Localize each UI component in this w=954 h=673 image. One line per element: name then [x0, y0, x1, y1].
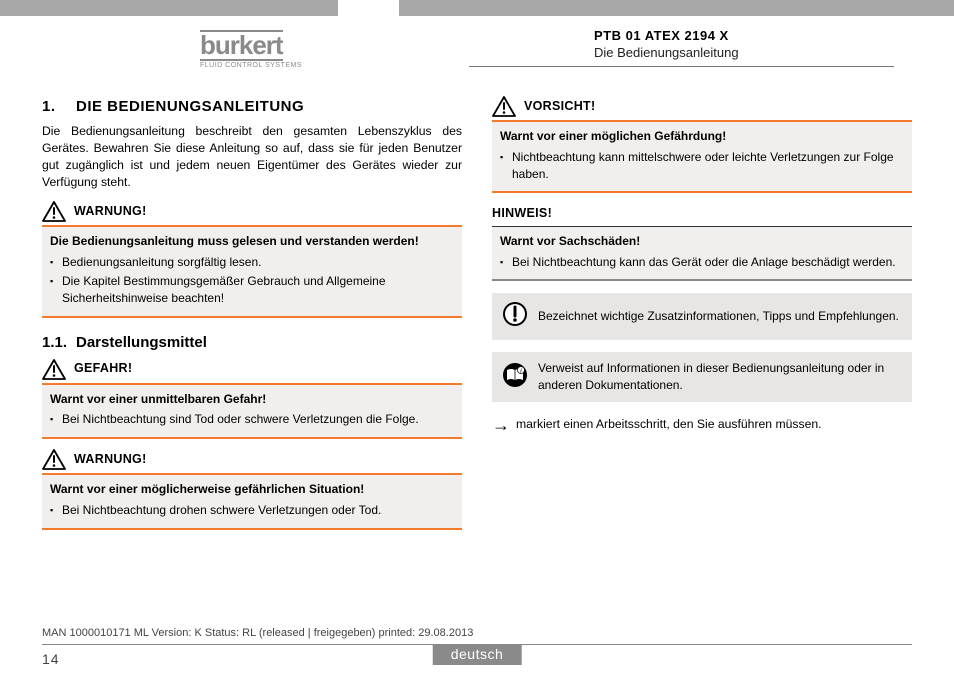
header-rule	[469, 66, 894, 67]
danger-item: Bei Nichtbeachtung sind Tod oder schwere…	[50, 411, 454, 428]
warning-triangle-icon	[42, 201, 66, 222]
reference-text: Verweist auf Informationen in dieser Bed…	[538, 360, 902, 394]
left-column: 1.DIE BEDIENUNGSANLEITUNG Die Bedienungs…	[42, 96, 462, 540]
notice-label: HINWEIS!	[492, 205, 912, 227]
warning-label: WARNUNG!	[74, 451, 147, 469]
language-tab: deutsch	[433, 644, 522, 665]
danger-label: GEFAHR!	[74, 360, 132, 378]
caution-body: Warnt vor einer möglichen Gefährdung! Ni…	[492, 120, 912, 193]
warning-header: WARNUNG!	[42, 201, 462, 222]
warning-triangle-icon	[42, 449, 66, 470]
book-icon: i	[502, 362, 528, 393]
top-bar-segment	[0, 0, 338, 16]
doc-subtitle: Die Bedienungsanleitung	[594, 45, 894, 60]
section-body: Die Bedienungsanleitung beschreibt den g…	[42, 123, 462, 191]
warning-item: Bedienungsanleitung sorgfältig lesen.	[50, 254, 454, 271]
warning-triangle-icon	[492, 96, 516, 117]
top-bar-segment	[399, 0, 954, 16]
reference-block: i Verweist auf Informationen in dieser B…	[492, 352, 912, 402]
notice-item: Bei Nichtbeachtung kann das Gerät oder d…	[500, 254, 904, 271]
warning-lead: Die Bedienungsanleitung muss gelesen und…	[50, 233, 454, 250]
danger-box: GEFAHR! Warnt vor einer unmittelbaren Ge…	[42, 359, 462, 440]
brand-logo: burkert FLUID CONTROL SYSTEMS	[200, 30, 360, 69]
warning-box: WARNUNG! Warnt vor einer möglicherweise …	[42, 449, 462, 530]
subsection-title: Darstellungsmittel	[76, 334, 207, 351]
step-marker-line: → markiert einen Arbeitsschritt, den Sie…	[492, 416, 912, 434]
notice-body: Warnt vor Sachschäden! Bei Nichtbeachtun…	[492, 227, 912, 282]
right-column: VORSICHT! Warnt vor einer möglichen Gefä…	[492, 96, 912, 540]
notice-lead: Warnt vor Sachschäden!	[500, 233, 904, 250]
subsection-number: 1.1.	[42, 332, 76, 353]
content-columns: 1.DIE BEDIENUNGSANLEITUNG Die Bedienungs…	[42, 96, 912, 540]
warning-triangle-icon	[42, 359, 66, 380]
caution-lead: Warnt vor einer möglichen Gefährdung!	[500, 128, 904, 145]
section-title: DIE BEDIENUNGSANLEITUNG	[76, 98, 304, 115]
warning-lead: Warnt vor einer möglicherweise gefährlic…	[50, 481, 454, 498]
warning-header: WARNUNG!	[42, 449, 462, 470]
document-page: burkert FLUID CONTROL SYSTEMS PTB 01 ATE…	[0, 0, 954, 673]
caution-item: Nichtbeachtung kann mittelschwere oder l…	[500, 149, 904, 183]
footer-meta: MAN 1000010171 ML Version: K Status: RL …	[42, 627, 473, 639]
page-number: 14	[42, 651, 60, 667]
step-marker-text: markiert einen Arbeitsschritt, den Sie a…	[516, 416, 822, 433]
arrow-right-icon: →	[492, 416, 510, 434]
warning-item: Bei Nichtbeachtung drohen schwere Verlet…	[50, 502, 454, 519]
caution-header: VORSICHT!	[492, 96, 912, 117]
info-block: Bezeichnet wichtige Zusatzinformationen,…	[492, 293, 912, 340]
logo-text: burkert	[200, 30, 283, 61]
section-number: 1.	[42, 96, 76, 117]
danger-lead: Warnt vor einer unmittelbaren Gefahr!	[50, 391, 454, 408]
info-text: Bezeichnet wichtige Zusatzinformationen,…	[538, 308, 899, 325]
caution-box: VORSICHT! Warnt vor einer möglichen Gefä…	[492, 96, 912, 193]
footer: 14 deutsch	[0, 645, 954, 673]
warning-box: WARNUNG! Die Bedienungsanleitung muss ge…	[42, 201, 462, 317]
doc-code: PTB 01 ATEX 2194 X	[594, 28, 894, 43]
header-meta: PTB 01 ATEX 2194 X Die Bedienungsanleitu…	[594, 28, 894, 60]
section-heading: 1.DIE BEDIENUNGSANLEITUNG	[42, 96, 462, 117]
danger-body: Warnt vor einer unmittelbaren Gefahr! Be…	[42, 383, 462, 440]
warning-body: Warnt vor einer möglicherweise gefährlic…	[42, 473, 462, 530]
caution-label: VORSICHT!	[524, 98, 595, 116]
subsection-heading: 1.1.Darstellungsmittel	[42, 332, 462, 353]
logo-tagline: FLUID CONTROL SYSTEMS	[200, 62, 360, 69]
warning-label: WARNUNG!	[74, 203, 147, 221]
warning-item: Die Kapitel Bestimmungsgemäßer Gebrauch …	[50, 273, 454, 307]
top-bar	[0, 0, 954, 16]
danger-header: GEFAHR!	[42, 359, 462, 380]
warning-body: Die Bedienungsanleitung muss gelesen und…	[42, 225, 462, 317]
exclamation-circle-icon	[502, 301, 528, 332]
